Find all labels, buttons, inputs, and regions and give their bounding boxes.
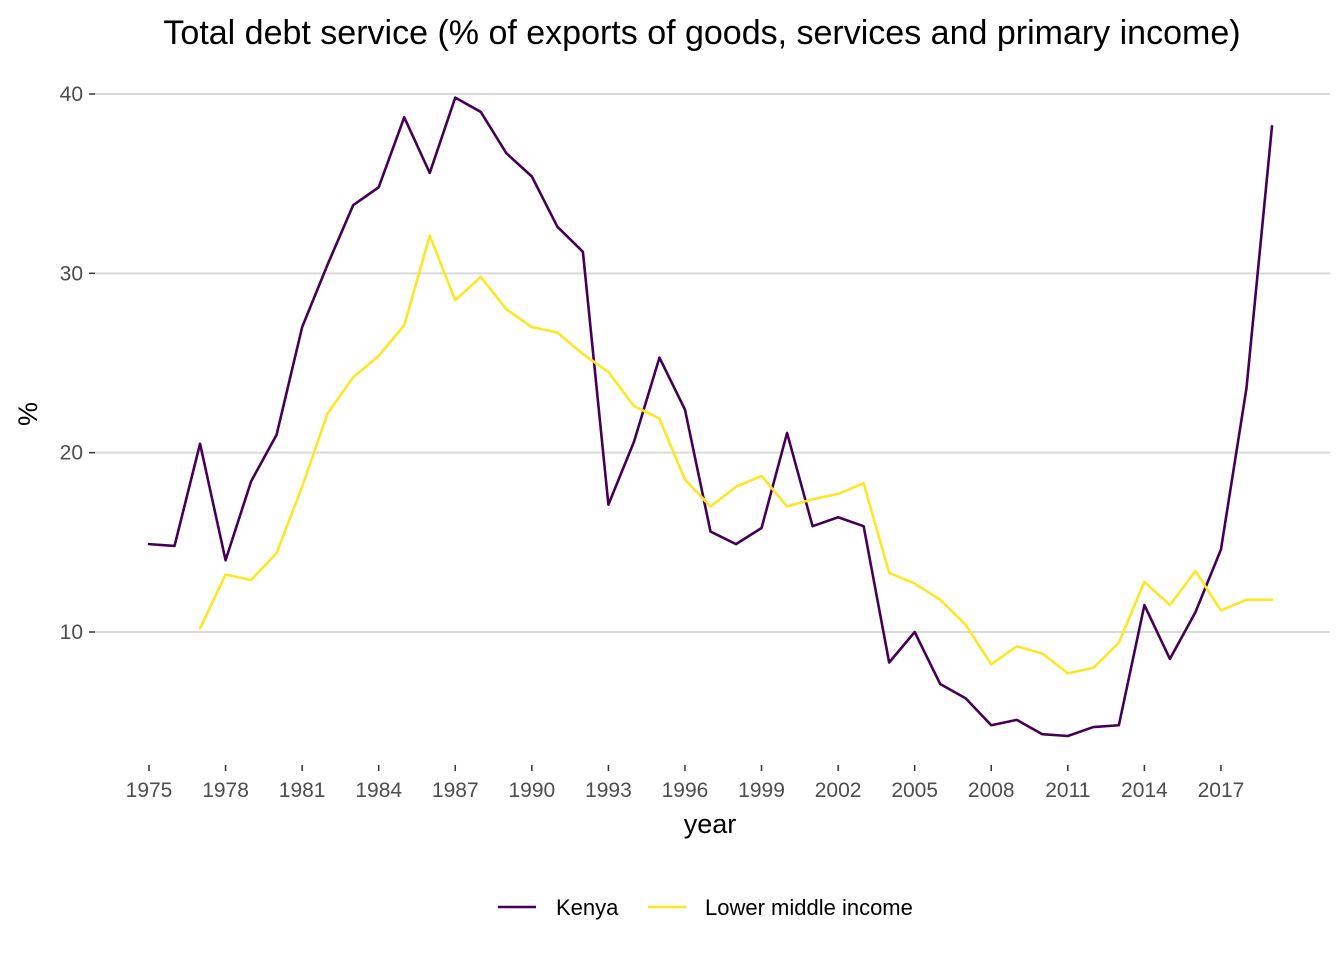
x-tick-label: 1993 bbox=[585, 779, 632, 802]
x-axis: 1975 1978 1981 1984 1987 1990 1993 1996 1999 2002… bbox=[126, 765, 1245, 802]
grid-lines bbox=[95, 93, 1330, 633]
y-axis: 10 20 30 40 bbox=[60, 83, 95, 644]
series-lines bbox=[147, 96, 1274, 738]
y-axis-title: % bbox=[13, 402, 43, 426]
x-axis-title: year bbox=[684, 809, 737, 839]
x-tick-label: 1990 bbox=[508, 779, 555, 802]
x-tick-label: 1978 bbox=[202, 779, 249, 802]
x-tick-label: 2011 bbox=[1045, 779, 1090, 802]
x-tick-label: 1996 bbox=[662, 779, 709, 802]
x-tick-label: 1981 bbox=[279, 779, 326, 802]
chart-title: Total debt service (% of exports of good… bbox=[163, 14, 1240, 52]
legend: Kenya Lower middle income bbox=[498, 895, 913, 920]
x-tick-label: 2017 bbox=[1198, 779, 1245, 802]
x-tick-label: 1987 bbox=[432, 779, 479, 802]
x-tick-label: 2005 bbox=[891, 779, 938, 802]
x-tick-label: 2002 bbox=[815, 779, 862, 802]
y-tick-label: 20 bbox=[60, 442, 83, 465]
y-tick-label: 10 bbox=[60, 621, 83, 644]
x-tick-label: 2008 bbox=[968, 779, 1015, 802]
x-tick-label: 1984 bbox=[355, 779, 402, 802]
x-tick-label: 1975 bbox=[126, 779, 173, 802]
series-line-lower-middle-income bbox=[198, 234, 1274, 675]
x-tick-label: 1999 bbox=[738, 779, 785, 802]
x-tick-label: 2014 bbox=[1121, 779, 1168, 802]
y-tick-label: 30 bbox=[60, 262, 83, 285]
legend-label-kenya: Kenya bbox=[556, 895, 619, 920]
y-tick-label: 40 bbox=[60, 83, 83, 106]
legend-label-lower-middle-income: Lower middle income bbox=[705, 895, 913, 920]
series-line-kenya bbox=[147, 96, 1274, 738]
